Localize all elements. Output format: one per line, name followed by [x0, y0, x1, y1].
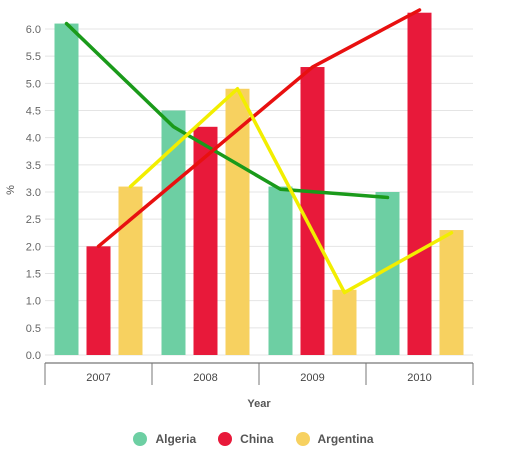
x-tick-label: 2008: [193, 372, 217, 384]
y-tick-label: 5.5: [26, 51, 41, 63]
legend-swatch: [295, 432, 310, 446]
y-tick-label: 4.5: [26, 106, 41, 118]
x-axis: [44, 362, 474, 385]
legend-item-china[interactable]: China: [218, 432, 274, 446]
bar-china-2008: [193, 126, 218, 355]
x-tick-label: 2007: [86, 372, 110, 384]
legend: Algeria China Argentina: [0, 432, 507, 446]
bar-china-2010: [407, 12, 432, 355]
overlay-line-algeria: [64, 21, 390, 200]
y-tick-label: 0.5: [26, 323, 41, 335]
y-tick-label: 3.0: [26, 187, 41, 199]
x-axis-label: Year: [247, 398, 271, 410]
overlay-line-argentina: [128, 87, 454, 295]
bar-algeria-2008: [161, 110, 186, 355]
bar-argentina-2010: [439, 230, 464, 355]
legend-label: Argentina: [317, 432, 374, 446]
legend-item-argentina[interactable]: Argentina: [295, 432, 374, 446]
x-tick-labels: 2007 2008 2009 2010: [86, 372, 431, 384]
y-tick-labels: 0.0 0.5 1.0 1.5 2.0 2.5 3.0 3.5 4.0 4.5 5.0 5.5 6.0: [26, 24, 41, 362]
legend-swatch: [218, 432, 233, 446]
y-tick-label: 3.5: [26, 160, 41, 172]
bar-argentina-2008: [225, 88, 250, 356]
bar-china-2007: [86, 246, 111, 355]
bar-algeria-2007: [54, 23, 79, 356]
y-tick-label: 4.0: [26, 133, 41, 145]
legend-swatch: [133, 432, 148, 446]
legend-label: China: [240, 432, 274, 446]
bars: [54, 12, 464, 356]
y-axis-label: %: [5, 185, 17, 195]
legend-item-algeria[interactable]: Algeria: [133, 432, 196, 446]
y-tick-label: 2.0: [26, 241, 41, 253]
grid-lines: [45, 28, 473, 356]
y-tick-label: 2.5: [26, 214, 41, 226]
bar-china-2009: [300, 67, 325, 356]
x-tick-label: 2010: [407, 372, 431, 384]
y-tick-label: 6.0: [26, 24, 41, 36]
overlay-line-china: [96, 8, 422, 249]
y-tick-label: 1.0: [26, 296, 41, 308]
bar-algeria-2009: [268, 186, 293, 355]
y-tick-label: 5.0: [26, 78, 41, 90]
x-tick-label: 2009: [300, 372, 324, 384]
y-tick-label: 0.0: [26, 350, 41, 362]
y-tick-label: 1.5: [26, 269, 41, 281]
bar-argentina-2009: [332, 289, 357, 355]
overlay-lines: [64, 8, 454, 295]
legend-label: Algeria: [155, 432, 197, 446]
